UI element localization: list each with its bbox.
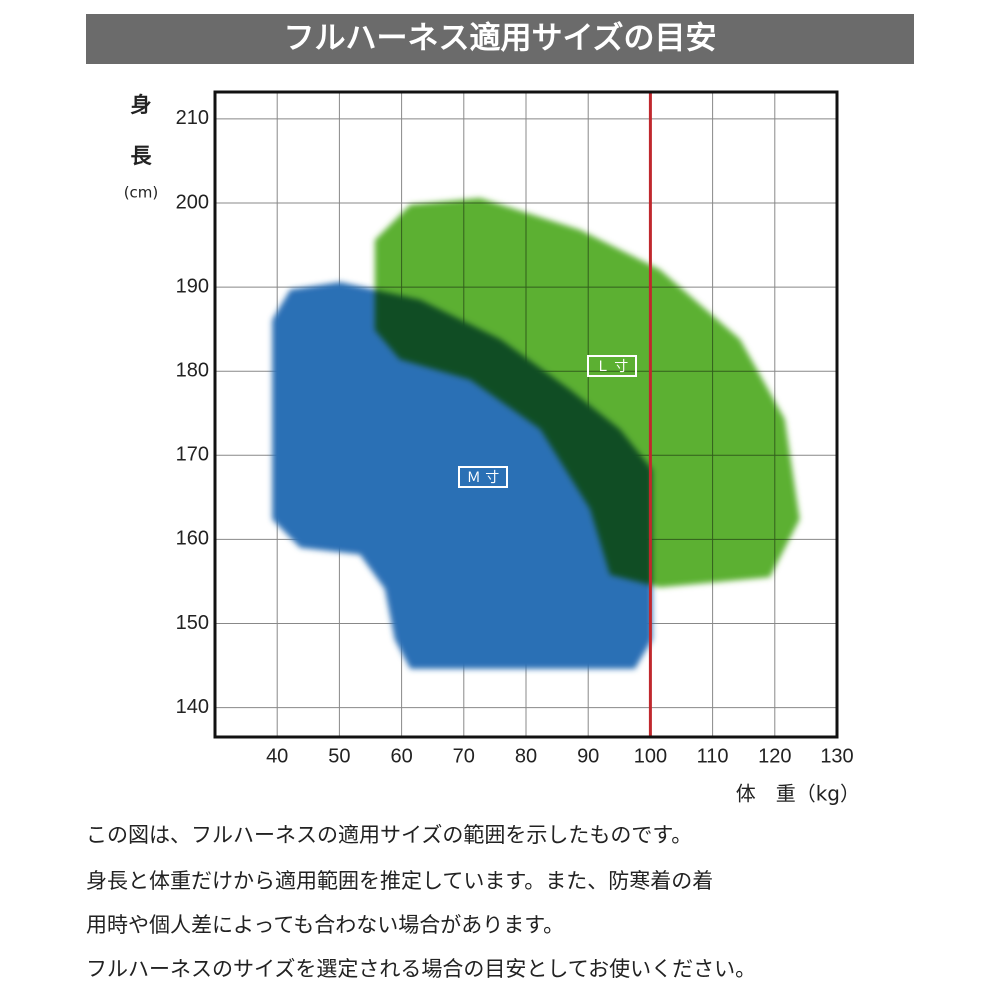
y-tick-label: 180 bbox=[176, 359, 209, 381]
x-tick-label: 70 bbox=[453, 745, 475, 767]
y-tick-label: 140 bbox=[176, 696, 209, 718]
note: 用時や個人差によっても合わない場合があります。 bbox=[86, 913, 564, 937]
region-label: Ｍ 寸 bbox=[467, 470, 499, 486]
chart-title: フルハーネス適用サイズの目安 bbox=[283, 21, 716, 57]
note: 身長と体重だけから適用範囲を推定しています。また、防寒着の着 bbox=[86, 869, 713, 893]
note: この図は、フルハーネスの適用サイズの範囲を示したものです。 bbox=[86, 823, 692, 847]
y-tick-label: 160 bbox=[176, 528, 209, 550]
size-region bbox=[272, 282, 653, 669]
x-tick-label: 100 bbox=[634, 745, 667, 767]
y-label: (cm) bbox=[124, 184, 159, 202]
size-region bbox=[374, 197, 800, 588]
regions bbox=[272, 197, 800, 669]
y-tick-label: 170 bbox=[176, 444, 209, 466]
x-tick-label: 40 bbox=[266, 745, 288, 767]
y-tick-label: 150 bbox=[176, 612, 209, 634]
x-tick-label: 60 bbox=[390, 745, 412, 767]
title-band bbox=[86, 14, 914, 64]
y-tick-label: 200 bbox=[176, 191, 209, 213]
y-label: 身 bbox=[131, 93, 152, 117]
x-tick-label: 110 bbox=[697, 745, 729, 767]
y-tick-label: 210 bbox=[176, 107, 209, 129]
note: フルハーネスのサイズを選定される場合の目安としてお使いください。 bbox=[86, 957, 756, 981]
x-tick-label: 80 bbox=[515, 745, 537, 767]
region-label-box bbox=[458, 466, 508, 488]
x-tick-label: 90 bbox=[577, 745, 599, 767]
region-label: Ｌ 寸 bbox=[596, 359, 628, 375]
region-label-box bbox=[587, 355, 637, 377]
y-label: 長 bbox=[131, 144, 153, 168]
plot: 140 150 160 170 180 190 200 210 40 50 60 70 80 90 100 1… bbox=[176, 90, 854, 767]
x-label: 体 重（kg） bbox=[736, 782, 860, 806]
plot-border bbox=[213, 90, 839, 739]
y-tick-label: 190 bbox=[176, 275, 209, 297]
x-tick-label: 50 bbox=[328, 745, 350, 767]
x-tick-label: 120 bbox=[758, 745, 791, 767]
x-tick-label: 130 bbox=[820, 745, 853, 767]
